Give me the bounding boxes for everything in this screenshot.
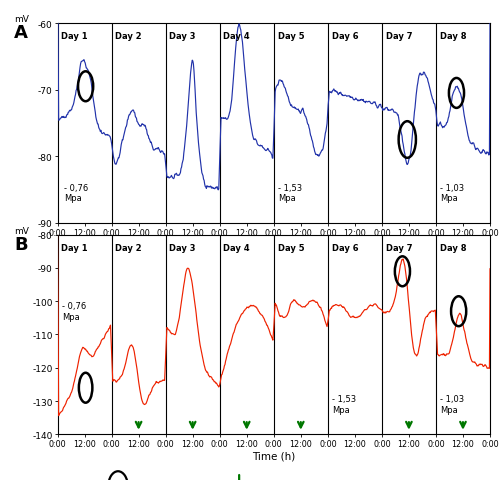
Text: - 0,76
Mpa: - 0,76 Mpa [64, 183, 88, 203]
Text: mV: mV [14, 15, 29, 24]
Text: Day 3: Day 3 [170, 32, 196, 41]
Text: - 1,03
Mpa: - 1,03 Mpa [440, 395, 464, 414]
Text: Day 4: Day 4 [224, 32, 250, 41]
Text: Day 1: Day 1 [62, 32, 88, 41]
Text: Day 4: Day 4 [224, 243, 250, 252]
Text: Day 8: Day 8 [440, 32, 466, 41]
Text: Day 1: Day 1 [62, 243, 88, 252]
Text: Day 6: Day 6 [332, 32, 358, 41]
Text: - 0,76
Mpa: - 0,76 Mpa [62, 301, 86, 321]
Text: irrigation: irrigation [187, 262, 238, 272]
Text: Day 8: Day 8 [440, 243, 466, 252]
Text: Day 5: Day 5 [278, 243, 304, 252]
Text: mV: mV [14, 226, 29, 235]
Text: - 1,53
Mpa: - 1,53 Mpa [332, 395, 356, 414]
Text: Day 2: Day 2 [116, 243, 142, 252]
Text: - 1,03
Mpa: - 1,03 Mpa [440, 183, 464, 203]
Text: Day 6: Day 6 [332, 243, 358, 252]
Text: Day 5: Day 5 [278, 32, 304, 41]
Text: B: B [14, 235, 28, 253]
Text: Day 3: Day 3 [170, 243, 196, 252]
Text: Day 7: Day 7 [386, 32, 412, 41]
Text: - 1,53
Mpa: - 1,53 Mpa [278, 183, 302, 203]
Text: Day 7: Day 7 [386, 243, 412, 252]
Text: Day 2: Day 2 [116, 32, 142, 41]
X-axis label: Time (h): Time (h) [252, 451, 296, 461]
Text: A: A [14, 24, 28, 42]
